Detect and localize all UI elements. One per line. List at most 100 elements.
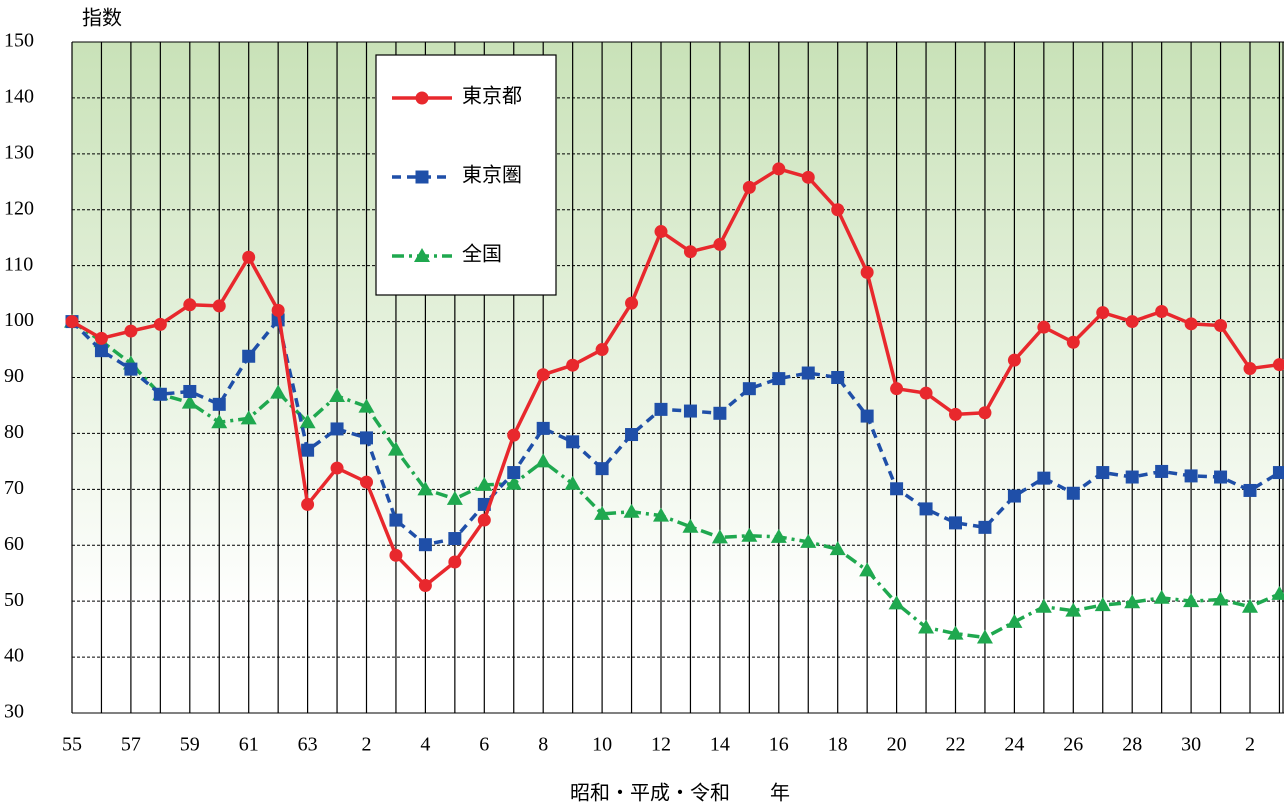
- point: [682, 518, 699, 533]
- point: [242, 349, 256, 363]
- point: [536, 368, 550, 382]
- point: [772, 372, 786, 386]
- point: [654, 402, 668, 416]
- point: [1271, 585, 1284, 600]
- point: [1155, 305, 1169, 319]
- point: [1242, 598, 1258, 613]
- point: [594, 505, 611, 520]
- point: [978, 520, 992, 534]
- point: [741, 527, 758, 542]
- point: [683, 245, 697, 259]
- point: [800, 533, 817, 548]
- y-tick-label: 40: [4, 645, 24, 667]
- series-line: [71, 167, 1280, 588]
- point: [448, 555, 462, 569]
- legend-label: 東京圏: [462, 164, 522, 187]
- x-tick-label: 18: [828, 734, 848, 756]
- point: [65, 315, 79, 329]
- point: [1183, 593, 1200, 608]
- y-tick-label: 140: [4, 86, 34, 108]
- point: [1037, 471, 1051, 485]
- point: [360, 475, 373, 489]
- point: [1006, 613, 1023, 628]
- point: [389, 548, 403, 562]
- point: [1184, 317, 1198, 331]
- point: [536, 421, 550, 435]
- y-tick-label: 90: [4, 365, 24, 387]
- x-tick-label: 2: [1245, 734, 1255, 756]
- x-tick-label: 12: [651, 734, 671, 756]
- legend-label: 東京都: [462, 85, 522, 108]
- legend-marker: [415, 91, 429, 105]
- point: [1153, 589, 1170, 604]
- point: [94, 344, 108, 358]
- point: [212, 397, 226, 411]
- point: [1007, 489, 1021, 503]
- point: [742, 180, 756, 194]
- point: [124, 324, 138, 338]
- point: [1243, 483, 1257, 497]
- point: [271, 303, 285, 317]
- x-tick-label: 16: [769, 734, 789, 756]
- point: [770, 528, 787, 543]
- point: [772, 162, 786, 176]
- point: [918, 619, 935, 634]
- point: [888, 595, 905, 610]
- point: [1125, 470, 1139, 484]
- x-tick-label: 2: [362, 734, 372, 756]
- point: [1094, 597, 1111, 612]
- point: [212, 299, 226, 313]
- y-tick-label: 130: [4, 141, 34, 163]
- point: [1243, 362, 1257, 376]
- point: [1214, 470, 1228, 484]
- x-tick-label: 10: [592, 734, 612, 756]
- x-tick-label: 26: [1063, 734, 1083, 756]
- x-tick-label: 8: [538, 734, 548, 756]
- y-axis-title: 指数: [82, 7, 122, 30]
- legend-marker: [415, 170, 429, 184]
- x-tick-label: 4: [420, 734, 430, 756]
- point: [301, 497, 315, 511]
- point: [387, 441, 404, 456]
- point: [654, 225, 668, 239]
- point: [949, 407, 962, 421]
- x-tick-label: 55: [62, 734, 82, 756]
- point: [683, 404, 697, 418]
- point: [1184, 469, 1198, 483]
- point: [360, 431, 373, 445]
- x-tick-label: 14: [710, 734, 730, 756]
- point: [801, 170, 815, 184]
- point: [1124, 594, 1141, 609]
- y-tick-label: 50: [4, 589, 24, 611]
- point: [595, 462, 609, 476]
- point: [1066, 335, 1080, 349]
- point: [240, 410, 257, 425]
- point: [299, 414, 316, 429]
- point: [476, 476, 493, 491]
- point: [890, 482, 904, 496]
- point: [566, 435, 580, 449]
- x-tick-label: 6: [479, 734, 489, 756]
- point: [1155, 464, 1169, 478]
- point: [860, 265, 874, 279]
- point: [831, 371, 845, 384]
- point: [1037, 320, 1051, 334]
- point: [623, 503, 640, 518]
- point: [713, 406, 727, 420]
- point: [1007, 353, 1021, 367]
- point: [919, 386, 933, 400]
- point: [1212, 591, 1229, 606]
- point: [625, 428, 639, 442]
- point: [330, 461, 344, 475]
- point: [446, 490, 463, 505]
- point: [976, 629, 993, 644]
- point: [829, 541, 846, 556]
- point: [742, 382, 756, 396]
- point: [890, 382, 904, 396]
- y-tick-label: 120: [4, 197, 34, 219]
- point: [505, 475, 522, 490]
- x-tick-label: 24: [1004, 734, 1024, 756]
- point: [625, 296, 639, 310]
- point: [1035, 598, 1052, 613]
- point: [301, 443, 315, 457]
